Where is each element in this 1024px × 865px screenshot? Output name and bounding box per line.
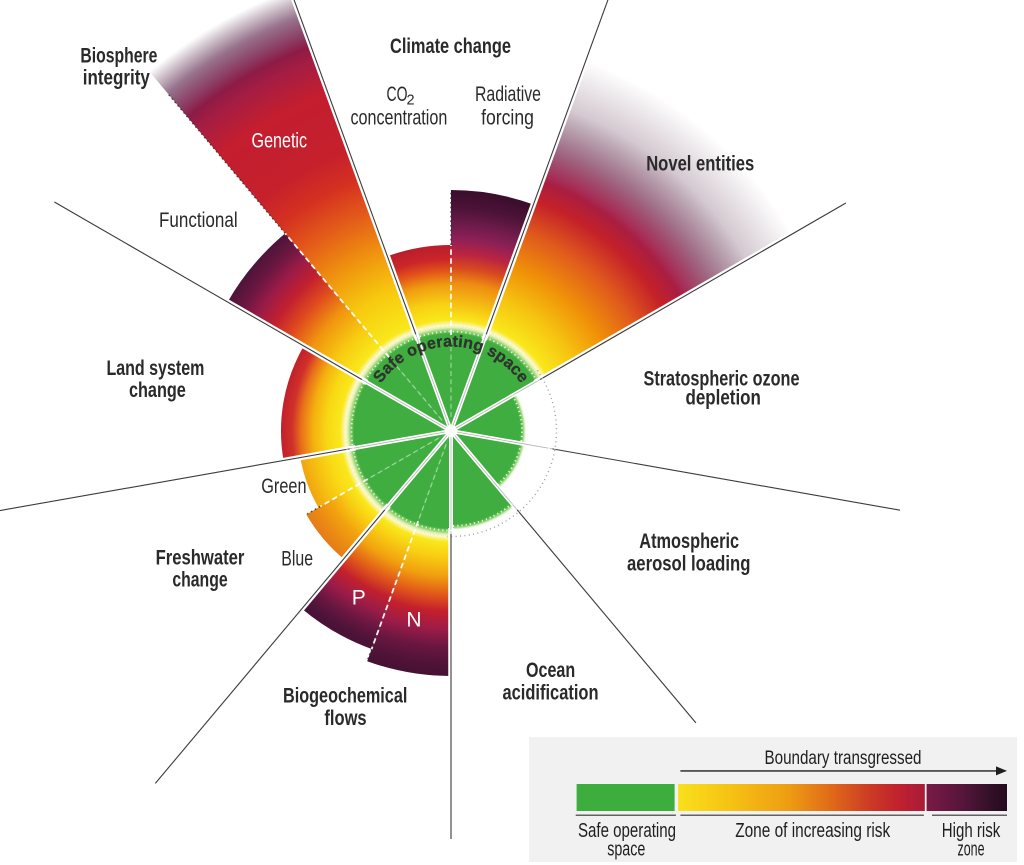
- svg-text:zone: zone: [958, 839, 985, 861]
- svg-text:Biosphere: Biosphere: [80, 45, 157, 68]
- svg-text:Blue: Blue: [281, 548, 313, 571]
- svg-text:depletion: depletion: [686, 387, 761, 410]
- svg-text:Land system: Land system: [106, 357, 204, 380]
- svg-text:space: space: [607, 839, 645, 861]
- svg-text:aerosol loading: aerosol loading: [627, 553, 750, 576]
- svg-text:2: 2: [406, 93, 414, 109]
- svg-text:Radiative: Radiative: [475, 83, 541, 106]
- svg-text:High risk: High risk: [942, 820, 1001, 842]
- svg-text:flows: flows: [324, 707, 366, 730]
- svg-text:Boundary transgressed: Boundary transgressed: [765, 748, 922, 769]
- svg-text:concentration: concentration: [351, 107, 448, 130]
- svg-text:Freshwater: Freshwater: [156, 547, 245, 570]
- svg-text:forcing: forcing: [481, 107, 534, 130]
- svg-text:Genetic: Genetic: [252, 130, 308, 153]
- svg-text:CO: CO: [387, 83, 408, 106]
- svg-text:Climate change: Climate change: [390, 35, 511, 58]
- svg-text:integrity: integrity: [83, 67, 150, 90]
- svg-text:Novel entities: Novel entities: [646, 153, 754, 176]
- svg-text:Ocean: Ocean: [526, 659, 575, 682]
- svg-text:Functional: Functional: [159, 209, 238, 232]
- svg-text:N: N: [406, 609, 421, 632]
- svg-text:change: change: [129, 379, 186, 402]
- svg-text:acidification: acidification: [503, 682, 599, 705]
- svg-text:Zone of increasing risk: Zone of increasing risk: [735, 820, 891, 842]
- svg-text:Safe operating: Safe operating: [578, 820, 676, 842]
- svg-text:Biogeochemical: Biogeochemical: [283, 685, 407, 708]
- svg-text:Stratospheric ozone: Stratospheric ozone: [644, 368, 800, 391]
- svg-text:change: change: [172, 569, 227, 592]
- svg-text:Green: Green: [261, 475, 306, 498]
- svg-text:Atmospheric: Atmospheric: [639, 530, 739, 553]
- svg-text:P: P: [352, 587, 366, 610]
